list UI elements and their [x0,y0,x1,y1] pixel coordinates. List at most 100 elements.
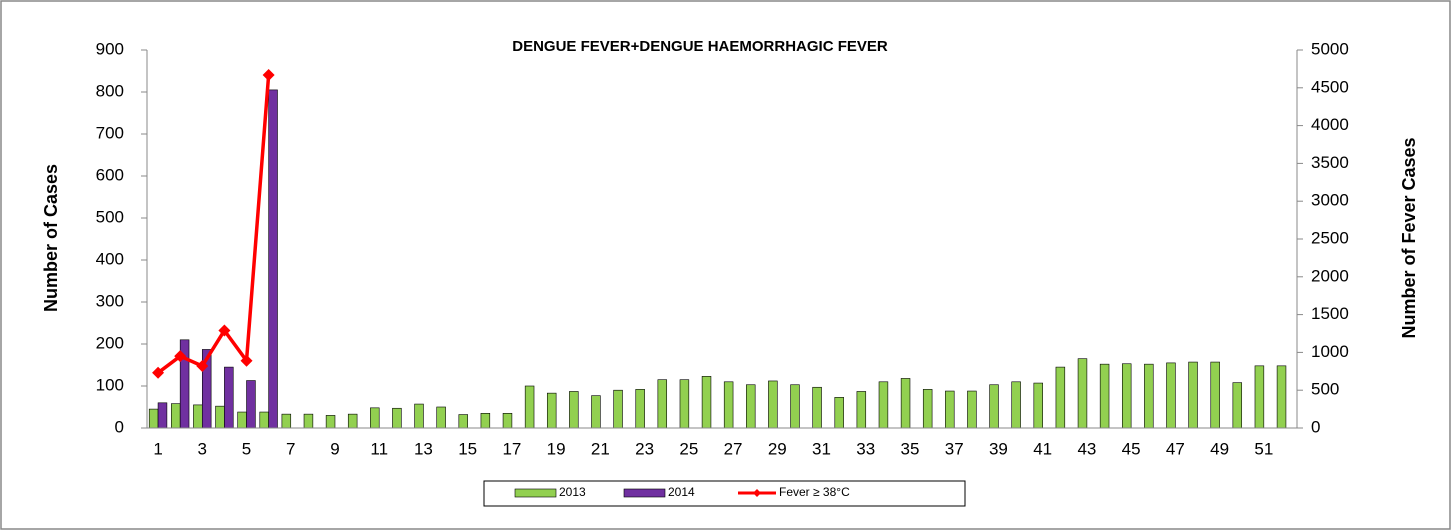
bar [1232,382,1243,429]
x-tick-label: 17 [502,439,521,458]
x-tick-label: 1 [153,439,162,458]
y-tick-label: 700 [96,123,124,142]
bar [1099,363,1110,429]
x-tick-label: 19 [547,439,566,458]
bar [679,379,690,429]
x-tick-label: 13 [414,439,433,458]
y2-tick-label: 1500 [1311,304,1349,323]
bar [768,380,778,429]
bar [1077,358,1088,429]
x-tick-label: 27 [724,439,743,458]
x-tick-label: 51 [1254,439,1273,458]
bar [1144,363,1154,429]
y2-tick-label: 2500 [1311,228,1349,247]
x-tick-label: 33 [856,439,875,458]
x-tick-label: 31 [812,439,831,458]
bar [657,379,668,429]
x-tick-label: 37 [945,439,964,458]
bar [1055,366,1066,429]
bar [224,366,234,429]
bar [370,407,380,429]
bar [193,404,203,429]
y-tick-label: 100 [96,375,124,394]
line [157,74,271,375]
x-tick-label: 21 [591,439,610,458]
y2-tick-label: 3500 [1311,153,1349,172]
bar [524,385,535,429]
bar [259,411,269,429]
y-tick-label: 900 [96,39,124,58]
y2-tick-label: 5000 [1311,39,1349,58]
legend-swatch [623,488,666,498]
line-marker [152,366,165,379]
chart-title: DENGUE FEVER+DENGUE HAEMORRHAGIC FEVER [512,38,888,55]
legend-marker [753,489,761,497]
x-tick-label: 35 [901,439,920,458]
bar [148,408,159,429]
bar [1121,363,1132,429]
x-tick-label: 41 [1033,439,1052,458]
bar [1033,382,1043,429]
bar [546,392,557,429]
y2-tick-label: 1000 [1311,342,1349,361]
x-tick-label: 29 [768,439,787,458]
x-tick-label: 49 [1210,439,1229,458]
bar [1188,361,1198,429]
bar [246,380,256,429]
bar [569,391,579,429]
bar [613,389,623,429]
x-tick-label: 3 [198,439,207,458]
bar [502,412,513,429]
bar [967,390,977,429]
bar [922,389,933,429]
bar [591,395,601,429]
bar [303,413,314,429]
bar [790,384,800,429]
y2-axis-title: Number of Fever Cases [1399,137,1419,338]
x-tick-label: 23 [635,439,654,458]
legend-label: 2013 [559,485,586,499]
y2-tick-label: 3000 [1311,191,1349,210]
bar [325,415,336,429]
bar [834,397,844,429]
bar [392,407,402,429]
y2-tick-label: 4000 [1311,115,1349,134]
x-tick-label: 11 [370,439,388,458]
bar [268,89,278,429]
bar [458,414,468,429]
bar [480,412,491,429]
x-tick-label: 39 [989,439,1008,458]
bar [1254,365,1265,429]
line-marker [262,68,275,81]
y-tick-label: 500 [96,207,124,226]
x-tick-label: 9 [330,439,339,458]
x-tick-label: 5 [242,439,251,458]
x-tick-label: 47 [1166,439,1185,458]
y2-tick-label: 4500 [1311,77,1349,96]
bar [878,381,889,429]
bar [1210,361,1220,429]
bar [635,389,645,429]
y2-tick-label: 500 [1311,380,1339,399]
bar [746,384,756,429]
bar [1276,365,1287,429]
legend-swatch [514,488,557,498]
y2-tick-label: 2000 [1311,266,1349,285]
bar [945,390,955,429]
legend-label: 2014 [668,485,695,499]
bar [215,405,225,429]
bar [1166,362,1176,429]
line-marker [174,350,187,363]
legend-box [483,480,966,507]
y-tick-label: 400 [96,249,124,268]
line-marker [196,360,209,373]
bar [414,403,424,429]
legend-label: Fever ≥ 38°C [779,485,850,499]
bar [157,402,168,429]
bar [281,413,292,429]
bar [856,391,867,429]
y-tick-label: 200 [96,333,124,352]
bar [171,403,181,429]
